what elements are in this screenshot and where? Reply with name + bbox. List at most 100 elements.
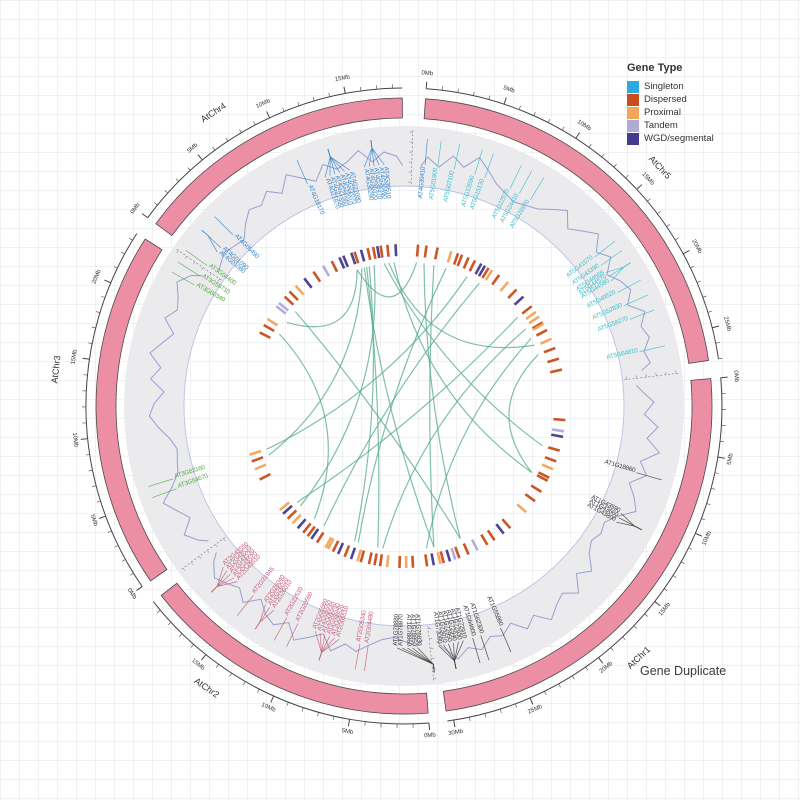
gene-label-AT4G39410: AT4G39410 xyxy=(417,166,427,199)
gap-scale-axis xyxy=(179,537,226,571)
legend-item-label: Tandem xyxy=(644,120,678,131)
gene-leader-line xyxy=(255,604,266,630)
axis-tick-label: 10Mb xyxy=(702,530,714,547)
gene-type-mark-dispersed xyxy=(378,554,384,567)
gene-type-mark-dispersed xyxy=(481,267,490,279)
legend-item-label: Singleton xyxy=(644,81,684,92)
gap-scale-axis xyxy=(624,372,681,380)
gene-type-mark-proximal xyxy=(528,315,540,325)
gap-scale-tick xyxy=(201,267,204,271)
density-band xyxy=(124,126,684,686)
gene-type-mark-dispersed xyxy=(491,274,501,286)
gene-type-mark-wgd-segmental xyxy=(359,249,366,262)
gene-type-mark-dispersed xyxy=(531,321,544,330)
gene-label-AT2G04480: AT2G04480 xyxy=(364,611,376,644)
axis-minor-tick xyxy=(175,178,179,182)
legend-swatch xyxy=(627,80,639,93)
axis-minor-tick xyxy=(96,311,101,313)
axis-minor-tick xyxy=(601,153,605,158)
gap-scale-tick xyxy=(207,550,210,553)
gene-type-mark-dispersed xyxy=(306,525,316,537)
axis-minor-tick xyxy=(547,118,551,123)
gap-scale-tick xyxy=(209,273,212,276)
gene-label-AT5G01900: AT5G01900 xyxy=(428,167,439,200)
gene-type-mark-proximal xyxy=(541,463,554,471)
gap-scale-tick xyxy=(223,538,226,542)
axis-minor-tick xyxy=(514,703,517,708)
gene-type-mark-dispersed xyxy=(544,456,557,463)
axis-minor-tick xyxy=(215,664,219,668)
duplication-chord xyxy=(278,333,329,519)
density-band-inner-edge xyxy=(183,185,625,627)
duplication-chord xyxy=(423,263,461,539)
chromosome-ring xyxy=(95,97,713,715)
gene-type-mark-dispersed xyxy=(366,247,372,261)
axis-tick-label: 0Mb xyxy=(732,370,739,383)
axis-minor-tick xyxy=(706,503,711,506)
axis-minor-tick xyxy=(225,137,229,142)
axis-minor-tick xyxy=(157,610,161,614)
gene-leader-line xyxy=(185,250,208,266)
axis-minor-tick xyxy=(92,485,97,487)
duplication-chord xyxy=(425,337,532,549)
duplication-chord xyxy=(429,265,435,547)
axis-minor-tick xyxy=(488,95,491,100)
gene-leader-line xyxy=(437,140,442,167)
gene-type-mark-dispersed xyxy=(543,346,556,354)
axis-minor-tick xyxy=(257,689,260,693)
gene-leader-line xyxy=(610,262,631,282)
axis-minor-tick xyxy=(613,163,617,168)
gene-label-AT1G78860: AT1G78860 xyxy=(405,614,412,646)
gap-scale-tick xyxy=(215,544,218,548)
axis-minor-tick xyxy=(120,251,125,255)
gene-type-mark-dispersed xyxy=(553,417,566,422)
gene-leader-line xyxy=(296,160,308,185)
gene-type-mark-dispersed xyxy=(462,256,470,269)
legend-swatch xyxy=(627,106,639,119)
chromosome-sector-AtChr4 xyxy=(155,97,403,237)
axis-tick-label: 15Mb xyxy=(190,658,206,672)
gene-type-mark-dispersed xyxy=(415,244,420,257)
axis-minor-tick xyxy=(714,472,719,474)
gene-type-mark-wgd-segmental xyxy=(336,542,345,555)
axis-tick-label: 15Mb xyxy=(71,349,79,365)
gene-type-mark-dispersed xyxy=(468,259,477,272)
gene-type-mark-proximal xyxy=(254,463,267,471)
gene-label-AT1G78880: AT1G78880 xyxy=(392,613,400,646)
axis-tick-label: 10Mb xyxy=(576,119,592,133)
axis-minor-tick xyxy=(190,644,194,648)
legend-item-label: Dispersed xyxy=(644,94,687,105)
gene-type-mark-dispersed xyxy=(480,533,489,546)
gene-type-mark-proximal xyxy=(499,281,510,292)
gene-label-AT1G78850: AT1G78850 xyxy=(409,614,417,647)
gene-label-AT4G30470: AT4G30470 xyxy=(372,167,383,200)
axis-tick-label: 10Mb xyxy=(260,702,277,714)
gene-leader-line xyxy=(397,647,435,673)
axis-minor-tick xyxy=(312,97,315,102)
gene-type-mark-dispersed xyxy=(433,247,439,260)
legend-item-proximal: Proximal xyxy=(627,106,714,119)
gene-type-mark-proximal xyxy=(446,250,453,263)
axis-minor-tick xyxy=(610,647,614,651)
duplication-chord xyxy=(357,268,447,543)
axis-minor-tick xyxy=(114,545,119,548)
axis-minor-tick xyxy=(154,202,158,206)
axis-minor-tick xyxy=(588,143,592,148)
gene-leader-line xyxy=(500,627,512,652)
axis-minor-tick xyxy=(96,500,101,503)
axis-tick-label: 25Mb xyxy=(722,316,732,333)
axis-minor-tick xyxy=(107,530,112,533)
axis-minor-tick xyxy=(585,666,589,671)
axis-arc-AtChr3 xyxy=(85,233,143,587)
gene-label-AT4G30490: AT4G30490 xyxy=(377,167,387,200)
axis-minor-tick xyxy=(702,295,707,298)
gene-type-mark-dispersed xyxy=(535,328,548,337)
axis-major-tick xyxy=(575,132,580,139)
density-line-AtChr2 xyxy=(213,552,423,652)
axis-major-tick xyxy=(343,86,346,94)
axis-major-tick xyxy=(636,184,643,190)
gene-type-mark-dispersed xyxy=(439,551,446,564)
gene-type-mark-dispersed xyxy=(288,290,299,301)
gene-type-mark-dispersed xyxy=(547,357,560,364)
axis-tick-label: 5Mb xyxy=(502,85,516,95)
